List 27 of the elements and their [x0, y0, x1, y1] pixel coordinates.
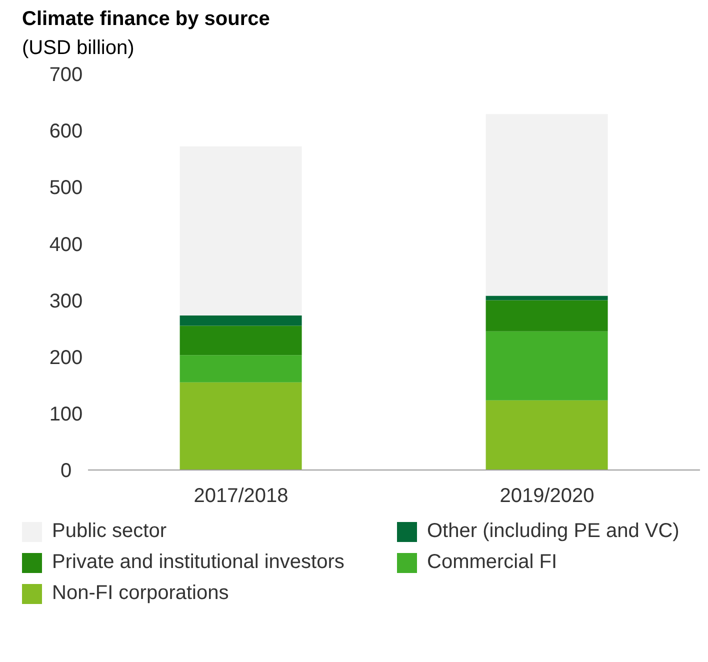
legend-label: Public sector [52, 520, 166, 543]
y-tick-label: 0 [60, 460, 72, 482]
bar [486, 296, 608, 300]
y-tick-label: 200 [49, 346, 83, 369]
bar [180, 326, 302, 356]
y-tick-label: 600 [49, 120, 83, 143]
bar [180, 382, 302, 470]
bar [180, 316, 302, 326]
bar [486, 300, 608, 332]
bar [486, 331, 608, 400]
legend-label: Other (including PE and VC) [427, 520, 680, 543]
bar [180, 355, 302, 382]
y-tick-label: 300 [49, 290, 83, 312]
chart-title: Climate finance by source [22, 8, 271, 31]
legend-label: Private and institutional investors [52, 551, 344, 574]
bar [180, 146, 302, 316]
y-tick-label: 400 [49, 234, 83, 256]
y-tick-label: 500 [49, 177, 83, 200]
bar [486, 114, 608, 296]
legend-label: Non-FI corporations [52, 582, 229, 605]
x-tick-label: 2019/2020 [500, 485, 594, 508]
y-tick-label: 700 [49, 64, 83, 86]
x-tick-label: 2017/2018 [194, 485, 288, 508]
y-tick-label: 100 [49, 404, 83, 426]
legend-label: Commercial FI [427, 551, 558, 574]
bar [486, 400, 608, 470]
y-axis-title: (USD billion) [22, 37, 136, 60]
